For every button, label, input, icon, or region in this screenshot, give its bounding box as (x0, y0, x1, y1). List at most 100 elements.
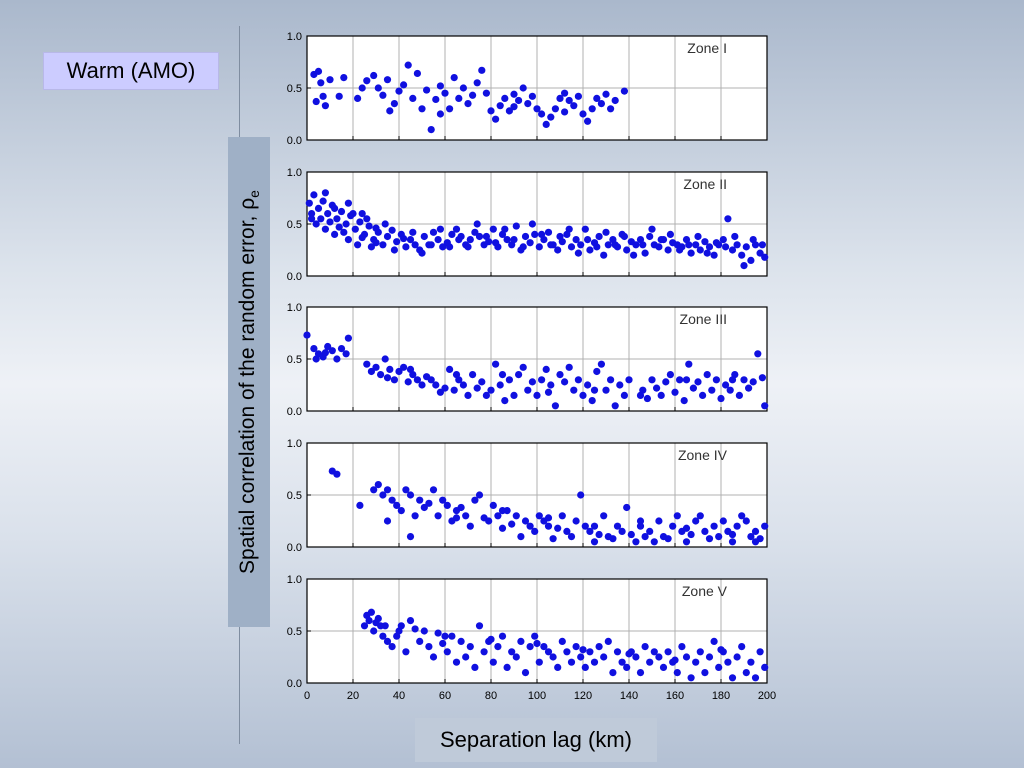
data-point (607, 376, 615, 384)
data-point (728, 246, 737, 254)
data-point (393, 501, 401, 509)
y-axis-label: Spatial correlation of the random error,… (236, 190, 262, 574)
data-point (747, 256, 755, 264)
zone-label: Zone V (682, 583, 728, 599)
data-point (388, 226, 396, 234)
data-point (418, 381, 426, 389)
data-point (620, 87, 628, 95)
data-point (572, 236, 580, 244)
data-point (687, 530, 695, 539)
data-point (581, 225, 589, 233)
data-point (411, 241, 419, 249)
data-point (627, 530, 635, 539)
data-point (618, 527, 626, 535)
data-point (489, 658, 497, 666)
data-point (434, 236, 442, 244)
data-point (420, 627, 428, 635)
data-point (749, 378, 757, 386)
zone-label: Zone I (687, 40, 727, 56)
data-point (321, 102, 329, 110)
data-point (436, 225, 444, 233)
data-point (404, 378, 412, 386)
data-point (600, 251, 608, 259)
data-point (383, 637, 392, 646)
data-point (464, 391, 472, 399)
data-point (533, 639, 541, 648)
data-point (333, 355, 341, 363)
data-point (510, 236, 518, 244)
data-point (335, 92, 343, 100)
data-point (671, 388, 679, 396)
data-point (584, 117, 592, 125)
data-point (374, 84, 382, 92)
data-point (574, 376, 582, 384)
data-point (742, 243, 750, 251)
data-point (565, 225, 573, 233)
data-point (758, 241, 766, 249)
data-point (475, 232, 484, 241)
data-point (692, 658, 700, 666)
data-point (673, 512, 681, 520)
data-point (653, 384, 661, 392)
data-point (308, 210, 316, 218)
data-point (501, 94, 509, 102)
data-point (586, 246, 594, 254)
data-point (659, 663, 668, 672)
data-point (524, 386, 532, 394)
data-point (501, 225, 509, 233)
data-point (324, 342, 332, 351)
data-point (383, 232, 392, 241)
data-point (508, 520, 516, 528)
data-point (554, 246, 562, 254)
zone-plot-4: 0.0 0.5 1.0 Zone IV (287, 438, 769, 554)
data-point (556, 371, 564, 379)
data-point (517, 533, 525, 541)
data-point (625, 376, 633, 384)
data-point (648, 225, 656, 233)
x-axis-label: Separation lag (km) (415, 718, 657, 762)
data-point (443, 501, 451, 509)
data-point (696, 246, 704, 254)
data-point (482, 232, 490, 241)
data-point (719, 517, 727, 525)
data-point (703, 249, 711, 257)
x-tick-label: 120 (574, 690, 592, 702)
data-point (363, 77, 371, 85)
data-point (565, 96, 573, 105)
data-point (344, 199, 352, 207)
x-tick-label: 60 (439, 690, 451, 702)
data-point (733, 241, 741, 249)
data-point (561, 89, 569, 97)
data-point (340, 228, 348, 236)
data-point (540, 643, 548, 651)
data-point (604, 637, 612, 646)
data-point (492, 360, 500, 368)
data-point (547, 241, 555, 249)
y-tick-label: 1.0 (287, 302, 302, 314)
data-point (388, 643, 396, 651)
data-point (526, 239, 534, 247)
data-point (503, 663, 511, 672)
data-point (565, 363, 573, 371)
data-point (469, 91, 477, 99)
slide-title: Warm (AMO) (43, 52, 219, 90)
data-point (459, 84, 467, 92)
data-point (586, 527, 594, 535)
data-point (735, 391, 743, 399)
data-point (337, 345, 346, 353)
data-point (666, 230, 674, 238)
data-point (312, 220, 320, 228)
data-point (381, 355, 389, 363)
data-point (496, 102, 504, 110)
data-point (696, 512, 704, 520)
data-point (556, 94, 564, 102)
data-point (395, 367, 403, 376)
data-point (544, 388, 553, 396)
data-point (717, 646, 725, 654)
data-point (439, 496, 447, 504)
data-point (719, 236, 727, 244)
data-point (319, 197, 327, 205)
data-point (687, 249, 695, 257)
data-point (512, 512, 520, 520)
data-point (682, 653, 691, 661)
